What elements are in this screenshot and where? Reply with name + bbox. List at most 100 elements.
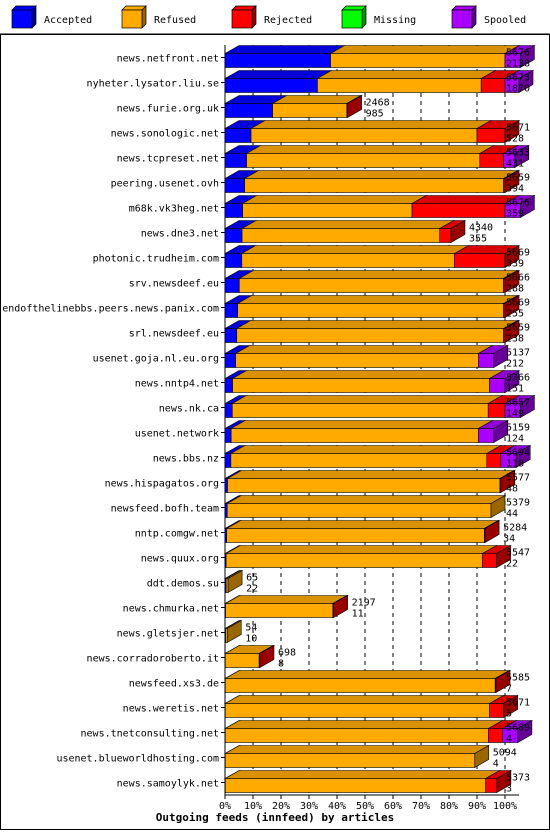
- legend-item-spooled: Spooled: [451, 5, 526, 29]
- bar-segment-refused-top: [271, 95, 362, 104]
- bar-segment-spooled-side: [520, 394, 535, 419]
- bar-segment-refused-top: [235, 320, 519, 329]
- accepted-count: 355: [469, 234, 487, 245]
- x-tick-label: 100%: [493, 801, 517, 812]
- bar-segment-rejected: [489, 703, 504, 718]
- bar-segment-refused-top: [243, 170, 519, 179]
- row-label: srl.newsdeef.eu: [129, 329, 219, 340]
- bar-segment-refused-top: [226, 495, 507, 504]
- bar-segment-spooled-side: [514, 144, 530, 169]
- x-tick-label: 20%: [272, 801, 290, 812]
- bar-segment-refused: [242, 203, 413, 218]
- offered-count: 5633: [506, 148, 530, 159]
- bar-segment-accepted: [224, 378, 233, 393]
- bar-segment-refused: [241, 228, 441, 243]
- legend-swatch: [11, 9, 33, 29]
- accepted-count: 22: [246, 584, 258, 595]
- bar-segment-rejected: [454, 253, 506, 268]
- bar-segment-refused-top: [234, 345, 494, 354]
- row-label: srv.newsdeef.eu: [129, 279, 219, 290]
- legend-swatch: [121, 9, 143, 29]
- row-label: news.gletsjer.net: [117, 629, 219, 640]
- bar-segment-refused-top: [224, 670, 511, 679]
- bar-segment-accepted: [224, 503, 228, 518]
- offered-count: 5669: [506, 248, 530, 259]
- legend-swatch: [451, 9, 473, 29]
- bar-segment-accepted-top: [223, 45, 346, 54]
- x-tick-label: 40%: [328, 801, 346, 812]
- offered-count: 5284: [503, 523, 527, 534]
- row-label: news.bbs.nz: [153, 454, 219, 465]
- row-label: news.sonologic.net: [111, 129, 219, 140]
- offered-count: 65: [246, 573, 258, 584]
- bar-segment-spooled-side: [493, 419, 509, 444]
- bar-segment-refused-side: [227, 569, 243, 594]
- accepted-count: 44: [506, 509, 518, 520]
- bar-segment-rejected: [479, 153, 504, 168]
- row-label: news.corradoroberto.it: [87, 654, 219, 665]
- accepted-count: 124: [506, 434, 524, 445]
- legend-swatch-side: [361, 5, 367, 29]
- accepted-count: 7: [506, 684, 512, 695]
- bar-segment-accepted: [224, 353, 236, 368]
- legend-swatch-side: [31, 5, 37, 29]
- bar-segment-refused: [225, 553, 483, 568]
- row-label: ddt.demos.su: [147, 579, 219, 590]
- legend-label: Refused: [154, 15, 196, 26]
- bar-segment-refused-side: [226, 619, 242, 644]
- row-label: newsfeed.xs3.de: [129, 679, 219, 690]
- offered-count: 5676: [506, 198, 530, 209]
- bar-segment-refused-top: [240, 245, 470, 254]
- row-label: news.tcpreset.net: [117, 154, 219, 165]
- bar-segment-refused: [225, 603, 334, 618]
- accepted-count: 4: [493, 759, 499, 770]
- legend-item-rejected: Rejected: [231, 5, 312, 29]
- bar-segment-refused-top: [236, 295, 519, 304]
- bar-segment-accepted: [224, 103, 273, 118]
- accepted-count: 3: [506, 784, 512, 795]
- offered-count: 5373: [506, 773, 530, 784]
- bar-segment-rejected: [487, 403, 506, 418]
- legend-swatch-side: [141, 5, 147, 29]
- bar-segment-refused: [235, 353, 479, 368]
- bar-segment-refused: [231, 403, 489, 418]
- bar-segment-refused-top: [238, 270, 519, 279]
- bar-segment-rejected-side: [504, 294, 520, 319]
- accepted-count: 359: [506, 209, 524, 220]
- bar-segment-accepted: [224, 303, 238, 318]
- bar-segment-accepted: [224, 478, 228, 493]
- offered-count: 5659: [506, 323, 530, 334]
- legend-label: Rejected: [264, 15, 312, 26]
- bar-segment-refused-top: [329, 45, 521, 54]
- bar-segment-rejected-side: [495, 669, 511, 694]
- accepted-count: 34: [503, 534, 515, 545]
- bar-segment-refused-top: [316, 70, 497, 79]
- bar-segment-accepted-top: [223, 70, 333, 79]
- accepted-count: 985: [366, 109, 384, 120]
- bar-segment-spooled-side: [504, 369, 520, 394]
- row-label: news.tnetconsulting.net: [81, 729, 219, 740]
- offered-count: 5676: [506, 48, 530, 59]
- bar-segment-rejected: [488, 728, 503, 743]
- x-tick-label: 0%: [219, 801, 231, 812]
- offered-count: 5671: [506, 698, 530, 709]
- bar-segment-rejected-side: [504, 169, 520, 194]
- bar-segment-refused: [237, 303, 504, 318]
- bar-segment-accepted: [224, 403, 233, 418]
- bar-segment-refused-top: [224, 695, 505, 704]
- x-tick-label: 60%: [384, 801, 402, 812]
- legend-item-missing: Missing: [341, 5, 416, 29]
- accepted-count: 528: [506, 134, 524, 145]
- bar-segment-rejected-side: [347, 94, 362, 119]
- row-label: news.quux.org: [141, 554, 219, 565]
- offered-count: 5657: [506, 398, 530, 409]
- bar-segment-refused: [226, 528, 485, 543]
